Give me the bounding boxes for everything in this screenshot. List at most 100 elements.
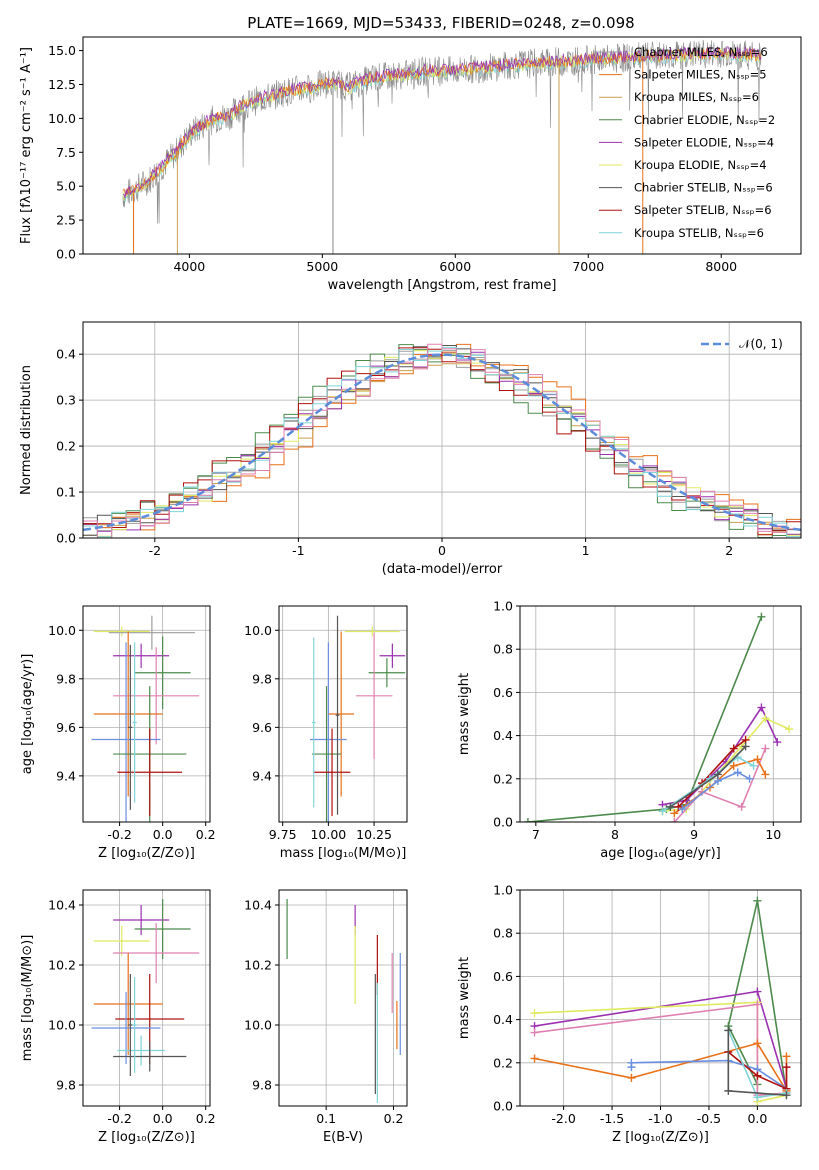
model-spectrum-line bbox=[122, 46, 762, 199]
x-tick-label: 10.00 bbox=[310, 827, 346, 842]
plot-area bbox=[286, 899, 401, 1103]
x-tick-label: 0.1 bbox=[316, 1111, 336, 1126]
x-tick-label: 0.0 bbox=[153, 827, 173, 842]
x-tick-label: 0.0 bbox=[747, 1111, 767, 1126]
y-tick-label: 10.0 bbox=[244, 623, 272, 638]
series-marker bbox=[678, 805, 687, 814]
y-tick-label: 0.6 bbox=[493, 969, 513, 984]
chart-mass_weight_vs_Z: -2.0 -1.5 -1.0 -0.5 0.0 0.0 0.2 0.4 0.6 0.8 1.0 Z [… bbox=[457, 883, 802, 1145]
chart-spectrum: Chabrier MILES, Nₛₛₚ=6 Salpeter MILES, Nₛ… bbox=[19, 36, 802, 293]
x-axis-label: (data-model)/error bbox=[382, 562, 503, 577]
series-marker bbox=[749, 761, 758, 770]
x-tick-label: -2.0 bbox=[551, 1111, 575, 1126]
errorbar-point bbox=[113, 643, 170, 668]
series-marker bbox=[670, 818, 679, 822]
chart-mass_weight_vs_age: 7 8 9 10 0.0 0.2 0.4 0.6 0.8 1.0 age [log₁₀(age/yr… bbox=[457, 599, 802, 861]
legend-label: Kroupa ELODIE, Nₛₛₚ=4 bbox=[634, 158, 767, 172]
figure-title: PLATE=1669, MJD=53433, FIBERID=0248, z=0… bbox=[247, 14, 634, 32]
y-tick-label: 0.8 bbox=[493, 926, 513, 941]
chart-mass_vs_ebv: 0.1 0.2 9.8 10.0 10.2 10.4 E(B-V) bbox=[244, 889, 408, 1145]
y-tick-label: 9.4 bbox=[56, 768, 76, 783]
y-tick-label: 0.1 bbox=[56, 485, 76, 500]
x-tick-label: 10.25 bbox=[356, 827, 392, 842]
errorbar-point bbox=[311, 686, 342, 822]
plot-area bbox=[310, 615, 406, 822]
series-marker bbox=[627, 1073, 636, 1082]
series-marker bbox=[745, 774, 754, 783]
series-marker bbox=[785, 725, 794, 734]
y-tick-label: 0.0 bbox=[56, 247, 76, 262]
chart-residuals: 𝒩(0, 1) -2 -1 0 1 2 0.0 0.1 0.2 0.3 0.4 (data-model… bbox=[19, 321, 802, 577]
series-marker bbox=[530, 1009, 539, 1018]
x-tick-label: -2 bbox=[149, 543, 161, 558]
errorbar-point bbox=[113, 1041, 187, 1072]
y-tick-label: 0.3 bbox=[56, 393, 76, 408]
series-marker bbox=[782, 1052, 791, 1061]
axes-frame bbox=[519, 605, 802, 823]
x-tick-label: -0.2 bbox=[107, 1111, 131, 1126]
y-tick-label: 10.0 bbox=[48, 1018, 76, 1033]
errorbar-point bbox=[335, 615, 340, 815]
chart-mass_vs_Z: -0.2 0.0 0.2 9.8 10.0 10.2 10.4 Z [log₁₀(Z/Z⊙)]… bbox=[20, 889, 216, 1145]
x-tick-label: 6000 bbox=[439, 259, 471, 274]
y-tick-label: 10.4 bbox=[48, 898, 76, 913]
errorbar-point bbox=[132, 642, 137, 803]
y-tick-label: 10.0 bbox=[48, 111, 76, 126]
legend-label: Chabrier ELODIE, Nₛₛₚ=2 bbox=[634, 113, 775, 127]
x-tick-label: 2 bbox=[725, 543, 733, 558]
x-tick-label: 0.2 bbox=[196, 1111, 216, 1126]
series-marker bbox=[627, 1058, 636, 1067]
series-marker bbox=[757, 703, 766, 712]
series-marker bbox=[782, 1063, 791, 1072]
errorbar-point bbox=[113, 905, 170, 935]
errorbar-point bbox=[311, 637, 316, 808]
x-tick-label: 1 bbox=[582, 543, 590, 558]
errorbar-point bbox=[128, 644, 133, 810]
x-tick-label: 7 bbox=[532, 827, 540, 842]
y-tick-label: 9.6 bbox=[252, 720, 272, 735]
errorbar-point bbox=[132, 977, 137, 1073]
y-tick-label: 0.4 bbox=[56, 347, 76, 362]
series-marker bbox=[753, 896, 762, 905]
series-line bbox=[673, 748, 767, 822]
series-marker bbox=[753, 1093, 762, 1102]
errorbar-point bbox=[113, 923, 200, 983]
y-tick-label: 9.6 bbox=[56, 720, 76, 735]
x-axis-label: Z [log₁₀(Z/Z⊙)] bbox=[612, 1130, 709, 1145]
series-marker bbox=[729, 744, 738, 753]
errorbar-point bbox=[344, 626, 400, 637]
x-tick-label: 0.0 bbox=[153, 1111, 173, 1126]
y-axis-label: age [log₁₀(age/yr)] bbox=[20, 654, 35, 775]
series-marker bbox=[773, 738, 782, 747]
series-marker bbox=[757, 612, 766, 621]
series-marker bbox=[713, 770, 722, 779]
y-tick-label: 0.6 bbox=[493, 685, 513, 700]
errorbar-point bbox=[91, 992, 161, 1064]
x-tick-label: 0.2 bbox=[196, 827, 216, 842]
errorbar-point bbox=[355, 632, 393, 759]
y-tick-label: 9.8 bbox=[252, 671, 272, 686]
legend-label: Salpeter MILES, Nₛₛₚ=5 bbox=[634, 68, 767, 82]
y-tick-label: 1.0 bbox=[493, 599, 513, 614]
x-tick-label: 9.75 bbox=[269, 827, 297, 842]
y-tick-label: 9.8 bbox=[252, 1078, 272, 1093]
x-axis-label: Z [log₁₀(Z/Z⊙)] bbox=[98, 1130, 195, 1145]
y-axis-label: mass weight bbox=[457, 673, 472, 755]
y-tick-label: 0.2 bbox=[493, 1055, 513, 1070]
y-tick-label: 0.2 bbox=[493, 771, 513, 786]
y-tick-label: 5.0 bbox=[56, 179, 76, 194]
y-tick-label: 10.0 bbox=[244, 1018, 272, 1033]
series-marker bbox=[733, 768, 742, 777]
axes-frame bbox=[82, 605, 211, 823]
x-axis-label: wavelength [Angstrom, rest frame] bbox=[328, 278, 557, 293]
series-marker bbox=[724, 1026, 733, 1035]
x-tick-label: -1.5 bbox=[600, 1111, 624, 1126]
y-tick-label: 0.4 bbox=[493, 1012, 513, 1027]
legend-label: Salpeter ELODIE, Nₛₛₚ=4 bbox=[634, 135, 774, 149]
errorbar-point bbox=[91, 642, 161, 822]
series-line bbox=[681, 771, 750, 810]
legend-label: Salpeter STELIB, Nₛₛₚ=6 bbox=[634, 203, 772, 217]
y-tick-label: 10.4 bbox=[244, 898, 272, 913]
axes-frame bbox=[278, 605, 408, 823]
